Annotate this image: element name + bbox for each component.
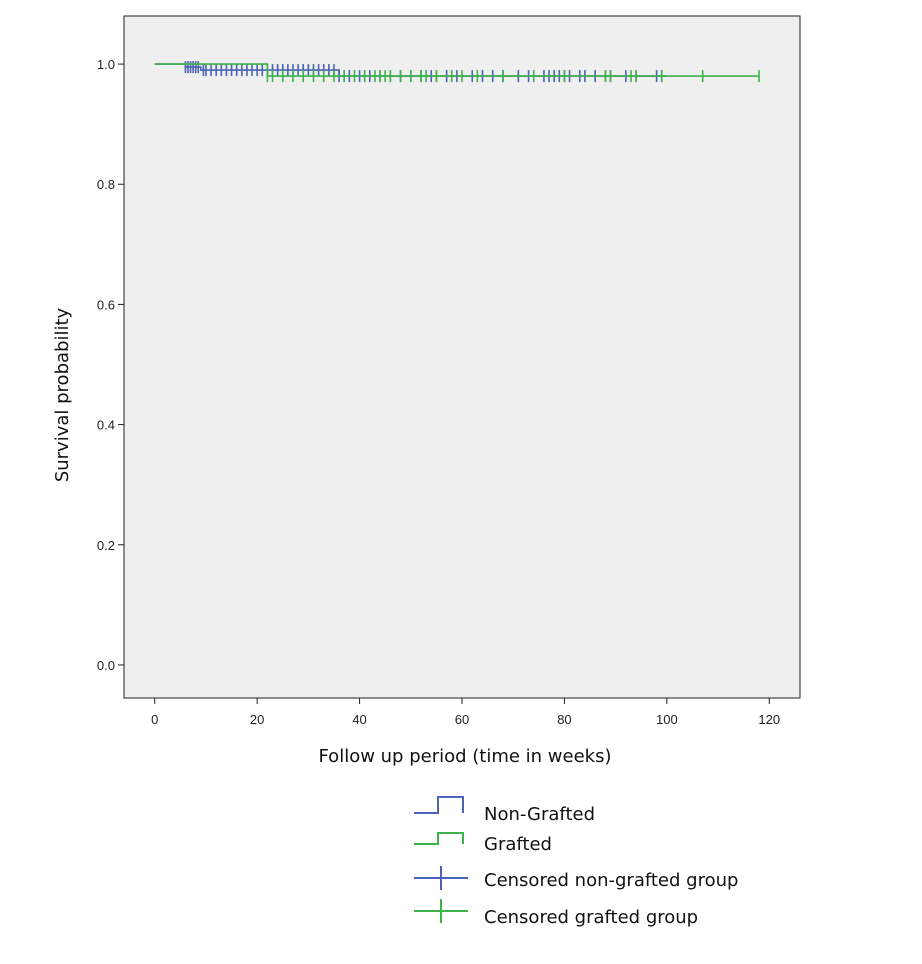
legend-step-icon-non-grafted <box>414 796 464 814</box>
x-tick-label: 80 <box>557 712 571 727</box>
y-axis: 0.0 0.2 0.4 0.6 0.8 1.0 <box>97 57 124 673</box>
series-line-grafted <box>154 63 760 77</box>
series-layer <box>154 61 760 83</box>
x-tick-label: 40 <box>352 712 366 727</box>
legend-label-censored-grafted: Censored grafted group <box>484 907 698 928</box>
y-tick-label: 0.6 <box>97 297 115 312</box>
x-tick-label: 100 <box>656 712 678 727</box>
legend-label-grafted: Grafted <box>484 834 552 855</box>
legend-censor-icon-grafted <box>414 899 468 923</box>
x-tick-label: 0 <box>151 712 158 727</box>
legend-censor-icon-non-grafted <box>414 866 468 890</box>
y-tick-label: 1.0 <box>97 57 115 72</box>
x-axis: 0 20 40 60 80 100 120 <box>151 698 780 727</box>
y-tick-label: 0.0 <box>97 658 115 673</box>
legend-item-grafted: Grafted <box>414 832 552 855</box>
legend-label-censored-non-grafted: Censored non-grafted group <box>484 870 738 891</box>
legend-item-censored-non-grafted: Censored non-grafted group <box>414 866 738 891</box>
x-axis-title: Follow up period (time in weeks) <box>318 746 611 767</box>
x-tick-label: 120 <box>758 712 780 727</box>
y-tick-label: 0.4 <box>97 418 115 433</box>
y-axis-title: Survival probability <box>52 307 73 482</box>
legend-item-censored-grafted: Censored grafted group <box>414 899 698 928</box>
y-tick-label: 0.8 <box>97 177 115 192</box>
legend: Non-Grafted Grafted Censored non-grafted… <box>414 796 738 928</box>
plot-background <box>123 15 801 699</box>
y-tick-label: 0.2 <box>97 538 115 553</box>
x-tick-label: 60 <box>455 712 469 727</box>
legend-label-non-grafted: Non-Grafted <box>484 804 595 825</box>
legend-item-non-grafted: Non-Grafted <box>414 796 595 825</box>
x-tick-label: 20 <box>250 712 264 727</box>
legend-step-icon-grafted <box>414 832 464 845</box>
